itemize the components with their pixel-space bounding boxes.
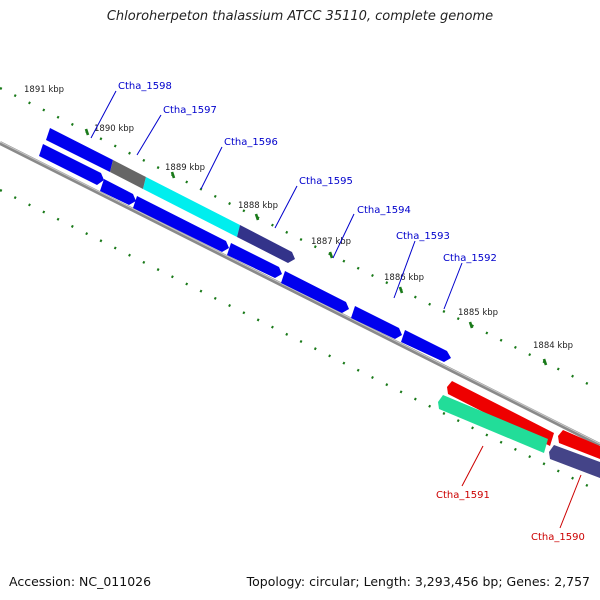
gene-feature[interactable] xyxy=(237,225,295,263)
outer-tick-track xyxy=(0,188,600,494)
major-tick xyxy=(468,321,474,329)
genome-backbone xyxy=(0,141,600,447)
leader-line xyxy=(461,445,484,487)
kbp-label: 1889 kbp xyxy=(165,163,205,173)
leader-line xyxy=(274,185,298,229)
gene-feature[interactable] xyxy=(351,306,402,339)
gene-label[interactable]: Ctha_1591 xyxy=(436,490,490,501)
major-tick xyxy=(84,128,90,136)
leader-line xyxy=(443,262,463,310)
major-tick xyxy=(170,171,176,179)
major-tick xyxy=(542,358,548,366)
kbp-label: 1887 kbp xyxy=(311,237,351,247)
genome-summary-text: Topology: circular; Length: 3,293,456 bp… xyxy=(246,574,590,589)
reverse-strand-genes xyxy=(438,381,600,478)
gene-feature[interactable] xyxy=(281,271,349,313)
label-leaders xyxy=(90,90,582,529)
map-title: Chloroherpeton thalassium ATCC 35110, co… xyxy=(106,9,494,24)
kbp-label: 1884 kbp xyxy=(533,341,573,351)
leader-line xyxy=(136,114,162,156)
gene-feature[interactable] xyxy=(227,243,282,278)
kbp-label: 1888 kbp xyxy=(238,201,278,211)
major-tick xyxy=(328,251,334,259)
kbp-label: 1891 kbp xyxy=(24,85,64,95)
kbp-label: 1885 kbp xyxy=(458,308,498,318)
gene-feature[interactable] xyxy=(133,196,229,252)
gene-feature[interactable] xyxy=(100,179,136,205)
gene-label[interactable]: Ctha_1598 xyxy=(118,81,172,92)
gene-label[interactable]: Ctha_1593 xyxy=(396,231,450,242)
leader-line xyxy=(200,146,223,190)
gene-feature[interactable] xyxy=(558,430,600,459)
leader-line xyxy=(90,90,117,139)
gene-feature[interactable] xyxy=(39,144,104,185)
gene-feature[interactable] xyxy=(401,330,451,362)
gene-feature[interactable] xyxy=(447,381,554,446)
leader-line xyxy=(332,213,355,259)
leader-line xyxy=(393,240,416,299)
gene-label[interactable]: Ctha_1590 xyxy=(531,532,585,543)
forward-strand-genes-row-2 xyxy=(39,144,451,362)
inner-tick-track xyxy=(0,86,600,392)
leader-line xyxy=(559,474,582,529)
gene-feature[interactable] xyxy=(110,160,146,189)
gene-feature[interactable] xyxy=(46,128,113,172)
gene-label[interactable]: Ctha_1592 xyxy=(443,253,497,264)
gene-label[interactable]: Ctha_1595 xyxy=(299,176,353,187)
gene-label[interactable]: Ctha_1597 xyxy=(163,105,217,116)
major-tick xyxy=(254,213,260,221)
gene-feature[interactable] xyxy=(143,177,240,237)
major-tick xyxy=(398,286,404,294)
kbp-label: 1886 kbp xyxy=(384,273,424,283)
genome-backbone-highlight xyxy=(0,141,600,445)
gene-feature[interactable] xyxy=(549,445,600,478)
gene-label[interactable]: Ctha_1596 xyxy=(224,137,278,148)
forward-strand-genes xyxy=(46,128,295,263)
major-ticks xyxy=(84,128,548,366)
accession-text: Accession: NC_011026 xyxy=(9,574,152,589)
gene-label[interactable]: Ctha_1594 xyxy=(357,205,411,216)
kbp-label: 1890 kbp xyxy=(94,124,134,134)
gene-feature[interactable] xyxy=(438,395,548,453)
